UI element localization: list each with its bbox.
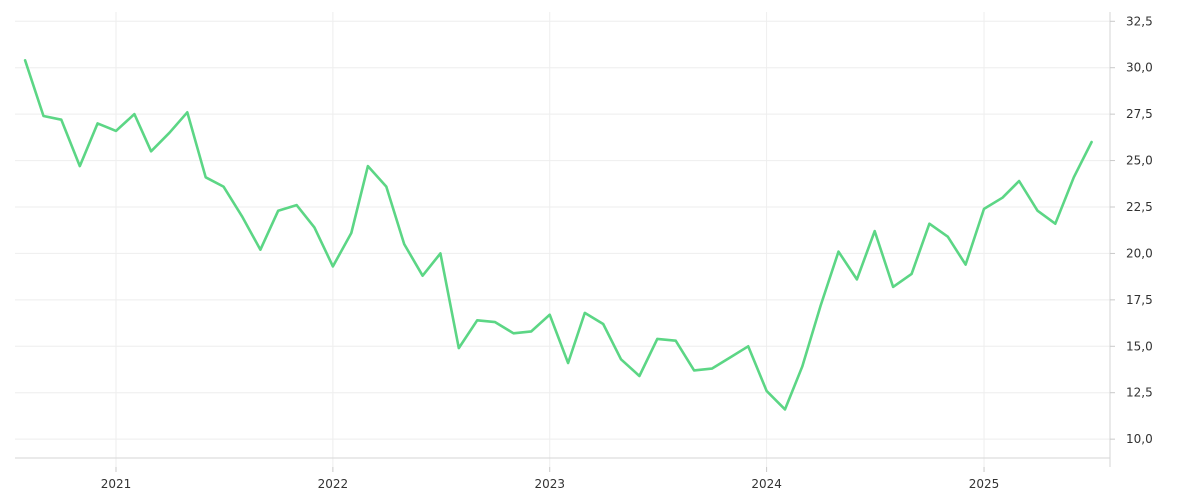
data-point (148, 148, 154, 154)
data-point (1089, 139, 1095, 145)
data-point (294, 202, 300, 208)
data-point (691, 367, 697, 373)
y-tick-label: 15,0 (1126, 339, 1153, 353)
y-tick-label: 17,5 (1126, 293, 1153, 307)
data-point (58, 117, 64, 123)
x-tick-label: 2021 (101, 477, 132, 491)
x-tick-label: 2023 (534, 477, 565, 491)
data-point (709, 366, 715, 372)
x-tick-label: 2024 (751, 477, 782, 491)
data-point (673, 338, 679, 344)
data-point (1052, 221, 1058, 227)
data-point (854, 276, 860, 282)
y-tick-label: 20,0 (1126, 246, 1153, 260)
data-point (1000, 195, 1006, 201)
data-point (636, 373, 642, 379)
data-point (221, 184, 227, 190)
y-axis-ticks: 10,0 12,5 15,0 17,5 20,0 22,5 25,0 27,5 30,0 32,5 (1110, 14, 1153, 446)
y-tick-label: 25,0 (1126, 154, 1153, 168)
data-point (203, 174, 209, 180)
y-tick-label: 12,5 (1126, 386, 1153, 400)
data-point (131, 111, 137, 117)
data-point (528, 328, 534, 334)
data-point (420, 273, 426, 279)
data-point (890, 284, 896, 290)
x-axis-ticks: 2021 2022 2023 2024 2025 (101, 467, 1000, 491)
data-point (799, 364, 805, 370)
data-point (401, 241, 407, 247)
data-point (963, 262, 969, 268)
data-point (311, 224, 317, 230)
data-point (1035, 208, 1041, 214)
y-tick-label: 32,5 (1126, 14, 1153, 28)
y-tick-label: 27,5 (1126, 107, 1153, 121)
data-point (511, 330, 517, 336)
data-point (836, 249, 842, 255)
y-gridlines (15, 20, 1110, 440)
data-point (981, 206, 987, 212)
data-point (95, 120, 101, 126)
data-point (945, 234, 951, 240)
data-point (1071, 174, 1077, 180)
data-point (22, 57, 28, 63)
data-point (257, 247, 263, 253)
data-point (456, 345, 462, 351)
data-point (547, 312, 553, 318)
data-point (782, 406, 788, 412)
x-tick-label: 2022 (318, 477, 349, 491)
data-point (1016, 178, 1022, 184)
y-tick-label: 30,0 (1126, 61, 1153, 75)
x-gridlines (115, 12, 985, 467)
x-tick-label: 2025 (969, 477, 1000, 491)
data-point (77, 163, 83, 169)
data-point (909, 271, 915, 277)
data-point (600, 321, 606, 327)
data-point (41, 113, 47, 119)
data-point (167, 130, 173, 136)
y-tick-label: 10,0 (1126, 432, 1153, 446)
series-layer (22, 57, 1095, 412)
data-point (764, 388, 770, 394)
data-point (727, 354, 733, 360)
data-point (383, 184, 389, 190)
data-point (437, 250, 443, 256)
data-point (474, 317, 480, 323)
data-point (239, 213, 245, 219)
data-point (184, 109, 190, 115)
data-point (565, 360, 571, 366)
data-point (745, 343, 751, 349)
series-line-0 (23, 58, 1093, 411)
data-point (348, 230, 354, 236)
data-point (365, 163, 371, 169)
data-point (818, 302, 824, 308)
data-point (654, 336, 660, 342)
y-tick-label: 22,5 (1126, 200, 1153, 214)
data-point (492, 319, 498, 325)
data-point (872, 228, 878, 234)
data-point (582, 310, 588, 316)
data-point (275, 208, 281, 214)
data-point (330, 263, 336, 269)
data-point (926, 221, 932, 227)
data-point (618, 356, 624, 362)
data-point (113, 128, 119, 134)
